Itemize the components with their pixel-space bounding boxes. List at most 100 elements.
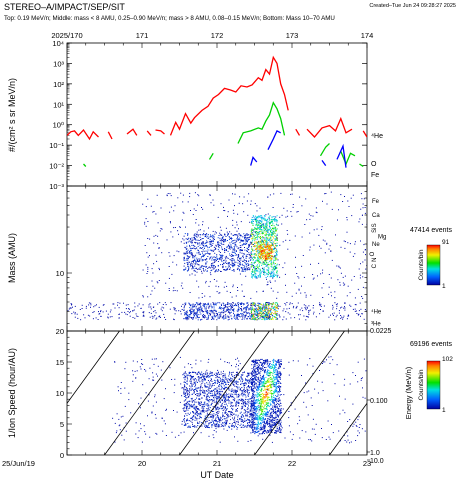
- mass-event-dot: [243, 313, 245, 315]
- mass-event-dot: [239, 249, 241, 251]
- element-label: Ca: [372, 213, 380, 219]
- mass-event-dot: [238, 307, 240, 308]
- mass-event-dot: [264, 239, 266, 241]
- flux-y-tick-label: 10²: [53, 80, 64, 89]
- speed-event-dot: [192, 416, 194, 418]
- mass-event-dot: [211, 310, 213, 311]
- speed-event-dot: [230, 405, 231, 407]
- speed-event-dot: [230, 389, 232, 391]
- speed-event-dot: [197, 425, 199, 426]
- mass-event-dot: [223, 259, 225, 261]
- mass-event-dot: [333, 314, 334, 316]
- mass-event-dot: [254, 262, 256, 263]
- mass-event-dot: [224, 269, 226, 271]
- mass-event-dot: [228, 236, 230, 238]
- mass-event-dot: [230, 306, 232, 307]
- mass-event-dot: [204, 305, 206, 307]
- mass-event-dot: [148, 304, 150, 306]
- mass-event-dot: [143, 312, 145, 314]
- mass-event-dot: [258, 260, 260, 262]
- speed-event-dot: [230, 394, 232, 396]
- mass-event-dot: [223, 303, 225, 305]
- mass-event-dot: [267, 237, 269, 239]
- mass-event-dot: [312, 307, 314, 309]
- mass-event-dot: [223, 269, 225, 270]
- mass-event-dot: [152, 272, 154, 274]
- mass-event-dot: [267, 252, 269, 254]
- speed-event-dot: [211, 413, 213, 415]
- mass-event-dot: [257, 315, 259, 317]
- mass-event-dot: [343, 307, 345, 309]
- mass-event-dot: [312, 274, 314, 275]
- mass-event-dot: [255, 228, 257, 230]
- mass-event-dot: [288, 307, 290, 309]
- mass-event-dot: [266, 241, 268, 243]
- speed-event-dot: [207, 426, 209, 428]
- mass-event-dot: [225, 240, 227, 242]
- mass-event-dot: [275, 258, 277, 260]
- mass-event-dot: [308, 313, 310, 315]
- mass-event-dot: [210, 264, 212, 266]
- mass-event-dot: [269, 247, 271, 249]
- speed-event-dot: [224, 421, 226, 423]
- mass-event-dot: [184, 262, 186, 264]
- speed-event-dot: [209, 392, 211, 394]
- mass-event-dot: [255, 315, 257, 316]
- mass-event-dot: [265, 308, 267, 310]
- mass-event-dot: [174, 290, 176, 291]
- mass-event-dot: [195, 317, 197, 319]
- mass-event-dot: [270, 309, 272, 310]
- mass-event-dot: [197, 234, 199, 236]
- speed-event-dot: [251, 388, 253, 390]
- speed-event-dot: [249, 425, 251, 427]
- mass-event-dot: [268, 313, 270, 315]
- speed-event-dot: [201, 425, 203, 427]
- mass-event-dot: [267, 273, 269, 275]
- mass-event-dot: [166, 239, 168, 241]
- mass-event-dot: [241, 310, 243, 312]
- speed-event-dot: [211, 424, 213, 426]
- mass-event-dot: [214, 271, 216, 273]
- mass-event-dot: [150, 306, 152, 308]
- speed-event-dot: [194, 401, 196, 403]
- speed-event-dot: [212, 400, 214, 401]
- mass-event-dot: [205, 304, 207, 306]
- mass-event-dot: [173, 287, 175, 289]
- mass-event-dot: [287, 233, 289, 235]
- speed-event-dot: [217, 381, 219, 383]
- mass-event-dot: [259, 250, 261, 252]
- mass-event-dot: [251, 266, 252, 268]
- speed-event-dot: [188, 393, 190, 395]
- mass-event-dot: [277, 276, 278, 278]
- series-line-ff0000: [67, 128, 99, 141]
- mass-event-dot: [183, 256, 185, 258]
- speed-event-dot: [205, 421, 207, 422]
- speed-event-dot: [238, 403, 240, 405]
- mass-event-dot: [274, 258, 276, 260]
- mass-event-dot: [252, 315, 254, 317]
- mass-event-dot: [269, 318, 271, 320]
- mass-event-dot: [266, 262, 267, 264]
- mass-event-dot: [272, 274, 274, 276]
- speed-event-dot: [213, 413, 215, 415]
- mass-event-dot: [272, 244, 274, 246]
- speed-event-dot: [197, 387, 199, 389]
- mass-event-dot: [262, 236, 264, 238]
- mass-event-dot: [253, 228, 255, 230]
- mass-event-dot: [272, 224, 274, 226]
- mass-event-dot: [193, 269, 195, 271]
- mass-event-dot: [256, 222, 258, 224]
- mass-event-dot: [97, 319, 99, 320]
- speed-event-dot: [246, 413, 248, 415]
- mass-event-dot: [259, 270, 261, 272]
- speed-event-dot: [240, 380, 242, 382]
- mass-event-dot: [244, 247, 245, 248]
- mass-event-dot: [211, 241, 213, 242]
- speed-event-dot: [216, 424, 218, 426]
- speed-event-dot: [222, 383, 224, 385]
- mass-event-dot: [209, 194, 211, 196]
- mass-event-dot: [248, 269, 250, 271]
- mass-event-dot: [275, 266, 277, 268]
- mass-event-dot: [207, 252, 209, 254]
- speed-event-dot: [247, 373, 249, 375]
